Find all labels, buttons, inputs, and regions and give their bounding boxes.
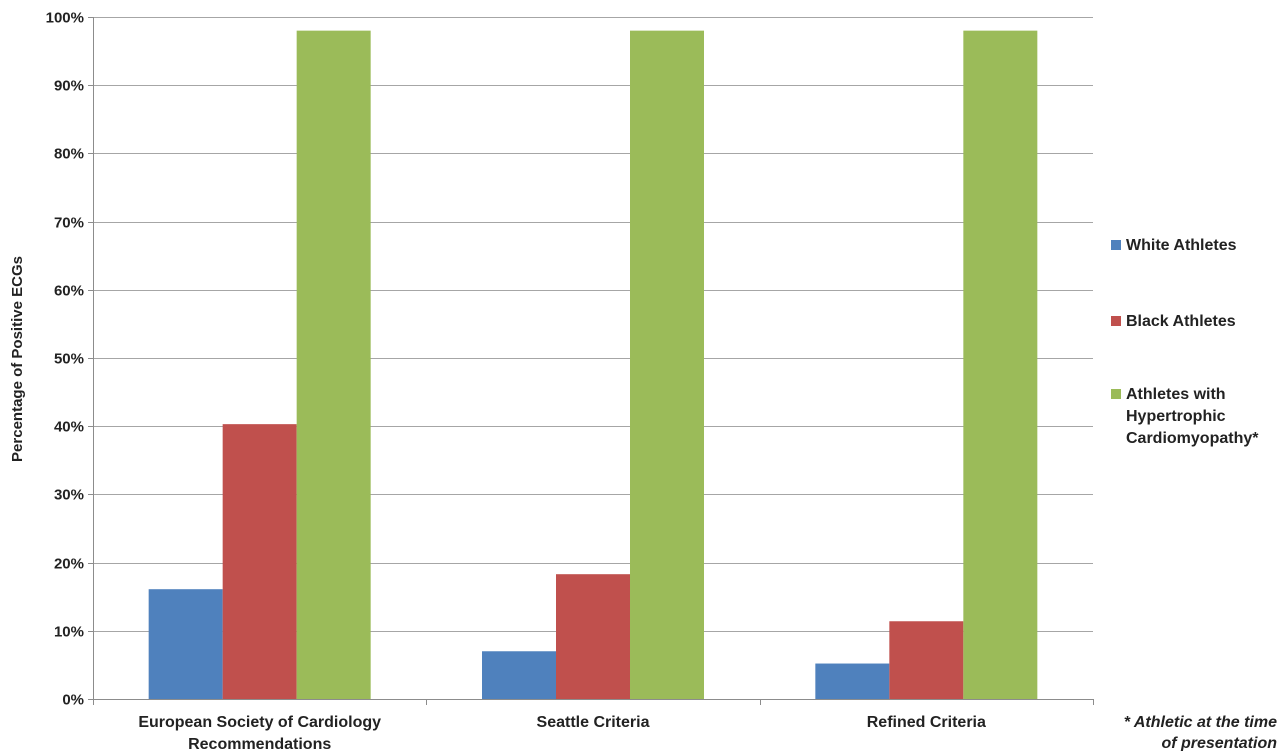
- legend-label: Cardiomyopathy*: [1126, 430, 1259, 447]
- bar: [482, 651, 556, 699]
- y-tick-label: 40%: [54, 419, 84, 436]
- legend-label: Athletes with: [1126, 386, 1226, 403]
- bar: [556, 574, 630, 699]
- bar: [815, 663, 890, 699]
- legend-label: White Athletes: [1126, 237, 1237, 254]
- bar: [296, 30, 371, 699]
- legend: White Athletes Black Athletes Athletes wit…: [1111, 237, 1259, 447]
- footnote-text: * Athletic at the time: [1124, 714, 1277, 731]
- legend-label: Hypertrophic: [1126, 408, 1226, 425]
- legend-swatch: [1111, 316, 1121, 326]
- y-tick-label: 100%: [46, 10, 84, 27]
- bar: [148, 589, 223, 699]
- y-axis-title: Percentage of Positive ECGs: [9, 256, 26, 462]
- y-tick-label: 80%: [54, 146, 84, 163]
- bar: [222, 424, 297, 699]
- x-category-label: Recommendations: [188, 736, 331, 751]
- x-category-label: European Society of Cardiology: [138, 714, 381, 731]
- legend-label: Black Athletes: [1126, 313, 1236, 330]
- footnote-text: of presentation: [1161, 735, 1277, 751]
- y-tick-labels: 0% 10% 20% 30% 40% 50% 60% 70% 80% 90% 100%: [46, 10, 84, 709]
- bar: [963, 30, 1038, 699]
- bar: [630, 30, 704, 699]
- y-tick-label: 20%: [54, 556, 84, 573]
- y-tick-label: 10%: [54, 624, 84, 641]
- bar: [889, 621, 964, 699]
- x-category-label: Seattle Criteria: [537, 714, 650, 731]
- footnote: * Athletic at the time of presentation: [1124, 714, 1277, 751]
- y-tick-label: 70%: [54, 215, 84, 232]
- bars: [148, 30, 1038, 699]
- y-tick-label: 50%: [54, 351, 84, 368]
- x-category-labels: European Society of Cardiology Recommenda…: [138, 714, 986, 751]
- legend-swatch: [1111, 240, 1121, 250]
- axes: [88, 17, 1094, 705]
- y-tick-label: 0%: [62, 692, 84, 709]
- y-tick-label: 60%: [54, 283, 84, 300]
- x-category-label: Refined Criteria: [867, 714, 986, 731]
- legend-swatch: [1111, 389, 1121, 399]
- y-tick-label: 30%: [54, 487, 84, 504]
- y-tick-label: 90%: [54, 78, 84, 95]
